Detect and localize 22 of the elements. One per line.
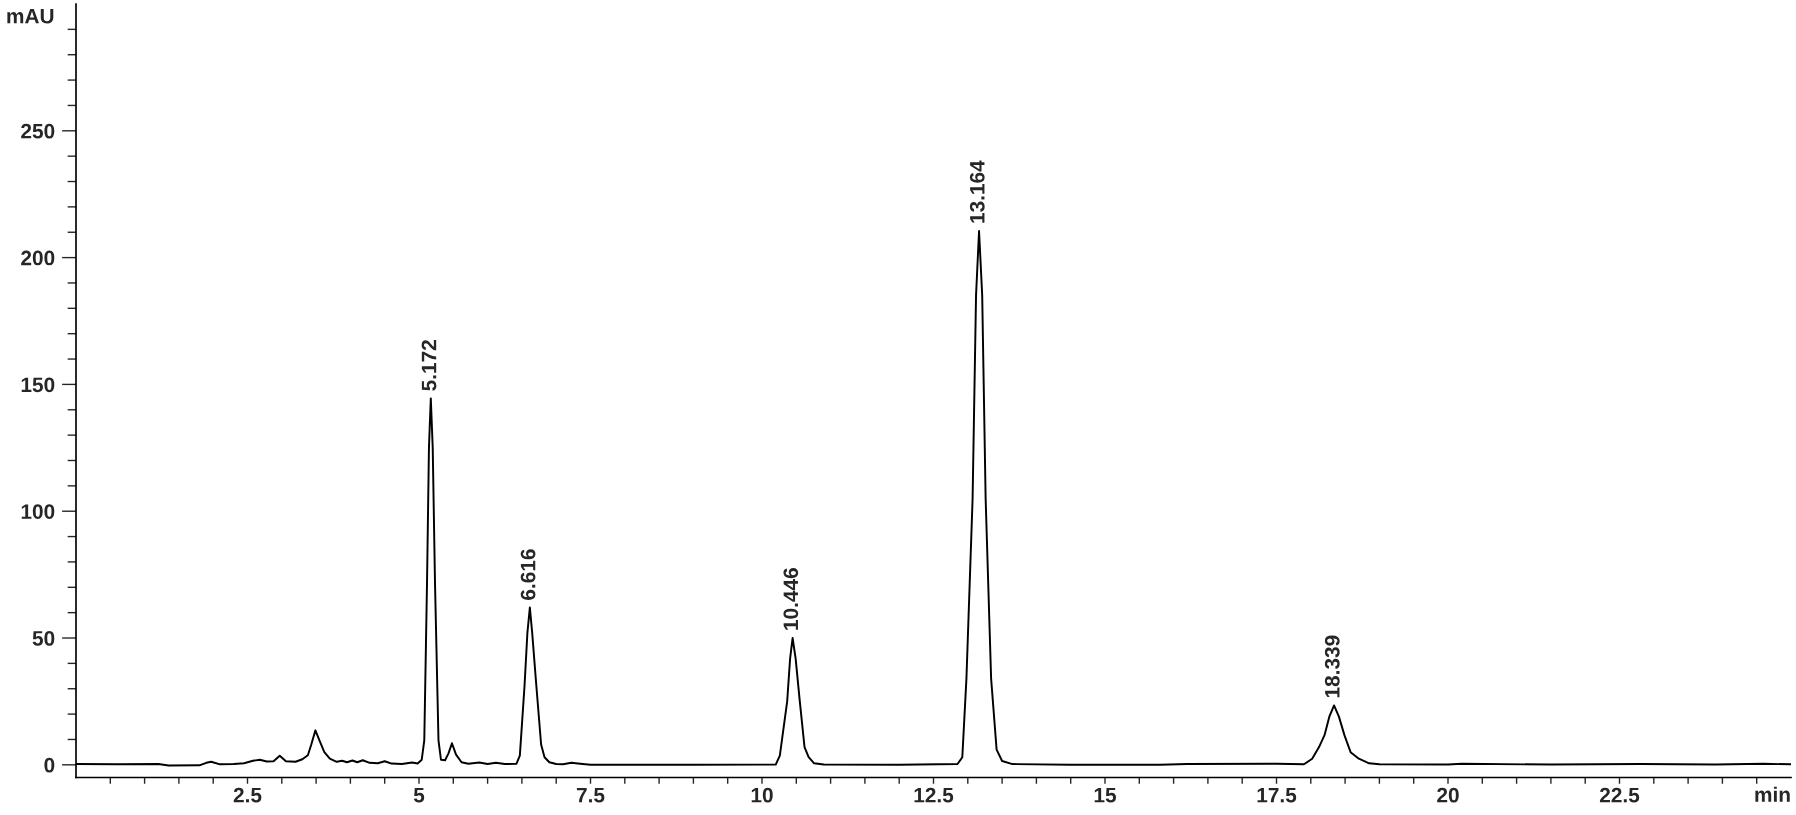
annotation: 13.164	[969, 160, 985, 223]
y-axis-title: mAU	[7, 8, 54, 24]
x-tick-label: 17.5	[1257, 787, 1297, 803]
x-tick-label: 7.5	[576, 787, 605, 803]
x-axis-title: min	[1755, 786, 1790, 802]
y-tick-label: 150	[21, 377, 55, 393]
annotation: 5.172	[421, 340, 437, 391]
annotation: 10.446	[783, 568, 799, 630]
x-tick-label: 10	[751, 787, 773, 803]
annotation: 6.616	[520, 549, 536, 600]
y-tick-label: 0	[44, 757, 55, 773]
y-tick-label: 50	[32, 631, 55, 646]
y-tick-label: 200	[21, 250, 55, 266]
x-tick-label: 15	[1094, 787, 1117, 803]
y-tick-label: 100	[21, 504, 55, 519]
x-tick-label: 2.5	[233, 787, 262, 803]
x-tick-label: 5	[413, 787, 425, 803]
y-tick-label: 250	[21, 123, 55, 139]
annotation: 18.339	[1324, 635, 1340, 698]
x-tick-label: 20	[1437, 787, 1459, 803]
x-tick-label: 12.5	[914, 787, 954, 803]
x-tick-label: 22.5	[1599, 787, 1640, 803]
